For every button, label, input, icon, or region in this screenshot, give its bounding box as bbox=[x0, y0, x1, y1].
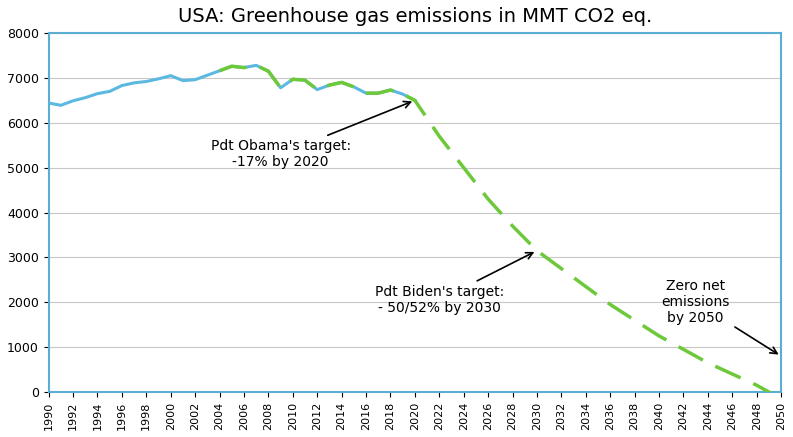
Text: Zero net
emissions
by 2050: Zero net emissions by 2050 bbox=[661, 279, 777, 354]
Text: Pdt Obama's target:
-17% by 2020: Pdt Obama's target: -17% by 2020 bbox=[210, 101, 411, 169]
Title: USA: Greenhouse gas emissions in MMT CO2 eq.: USA: Greenhouse gas emissions in MMT CO2… bbox=[178, 7, 652, 26]
Text: Pdt Biden's target:
- 50/52% by 2030: Pdt Biden's target: - 50/52% by 2030 bbox=[374, 253, 533, 315]
